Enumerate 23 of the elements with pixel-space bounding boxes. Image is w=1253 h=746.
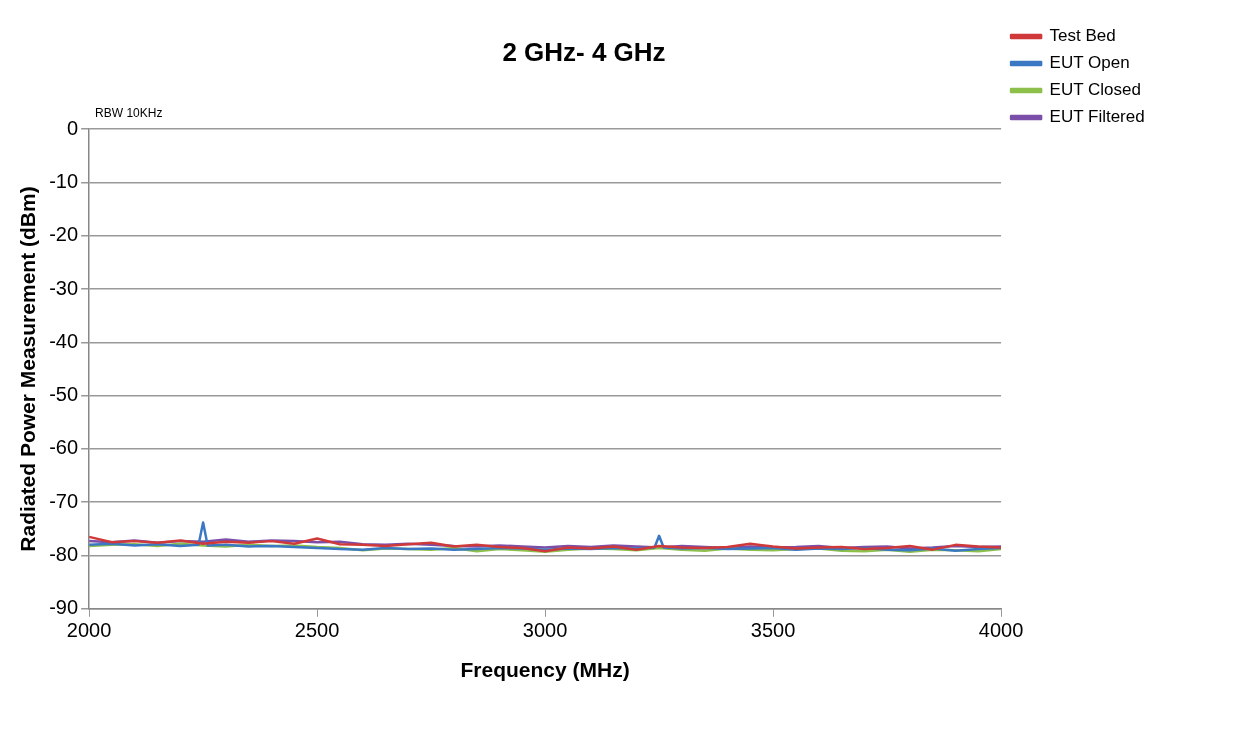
x-axis-title: Frequency (MHz) (460, 658, 630, 682)
y-axis-title: Radiated Power Measurement (dBm) (16, 186, 40, 552)
legend-label: EUT Filtered (1049, 107, 1145, 127)
y-tick-label: -10 (49, 170, 79, 192)
x-tick-label: 2500 (294, 619, 340, 642)
y-tick-label: -60 (49, 436, 79, 459)
chart-title: 2 GHz- 4 GHz (502, 36, 666, 67)
y-tick-label: -70 (49, 489, 79, 512)
y-tick-label: -40 (49, 329, 79, 352)
x-tick-label: 3500 (750, 619, 796, 642)
y-tick-label: -50 (49, 383, 79, 406)
legend-label: EUT Closed (1049, 80, 1141, 100)
y-tick-label: -20 (49, 223, 79, 246)
legend-label: EUT Open (1049, 53, 1130, 73)
y-tick-label: -90 (49, 596, 79, 619)
y-tick-label: -30 (49, 276, 79, 299)
y-tick-label: 0 (66, 116, 79, 139)
x-tick-label: 2000 (66, 619, 112, 642)
y-tick-label: -80 (49, 543, 79, 566)
legend-label: Test Bed (1049, 26, 1116, 46)
x-tick-label: 3000 (522, 619, 568, 642)
x-tick-label: 4000 (978, 619, 1024, 642)
text: RBW 10KHz (95, 105, 163, 120)
